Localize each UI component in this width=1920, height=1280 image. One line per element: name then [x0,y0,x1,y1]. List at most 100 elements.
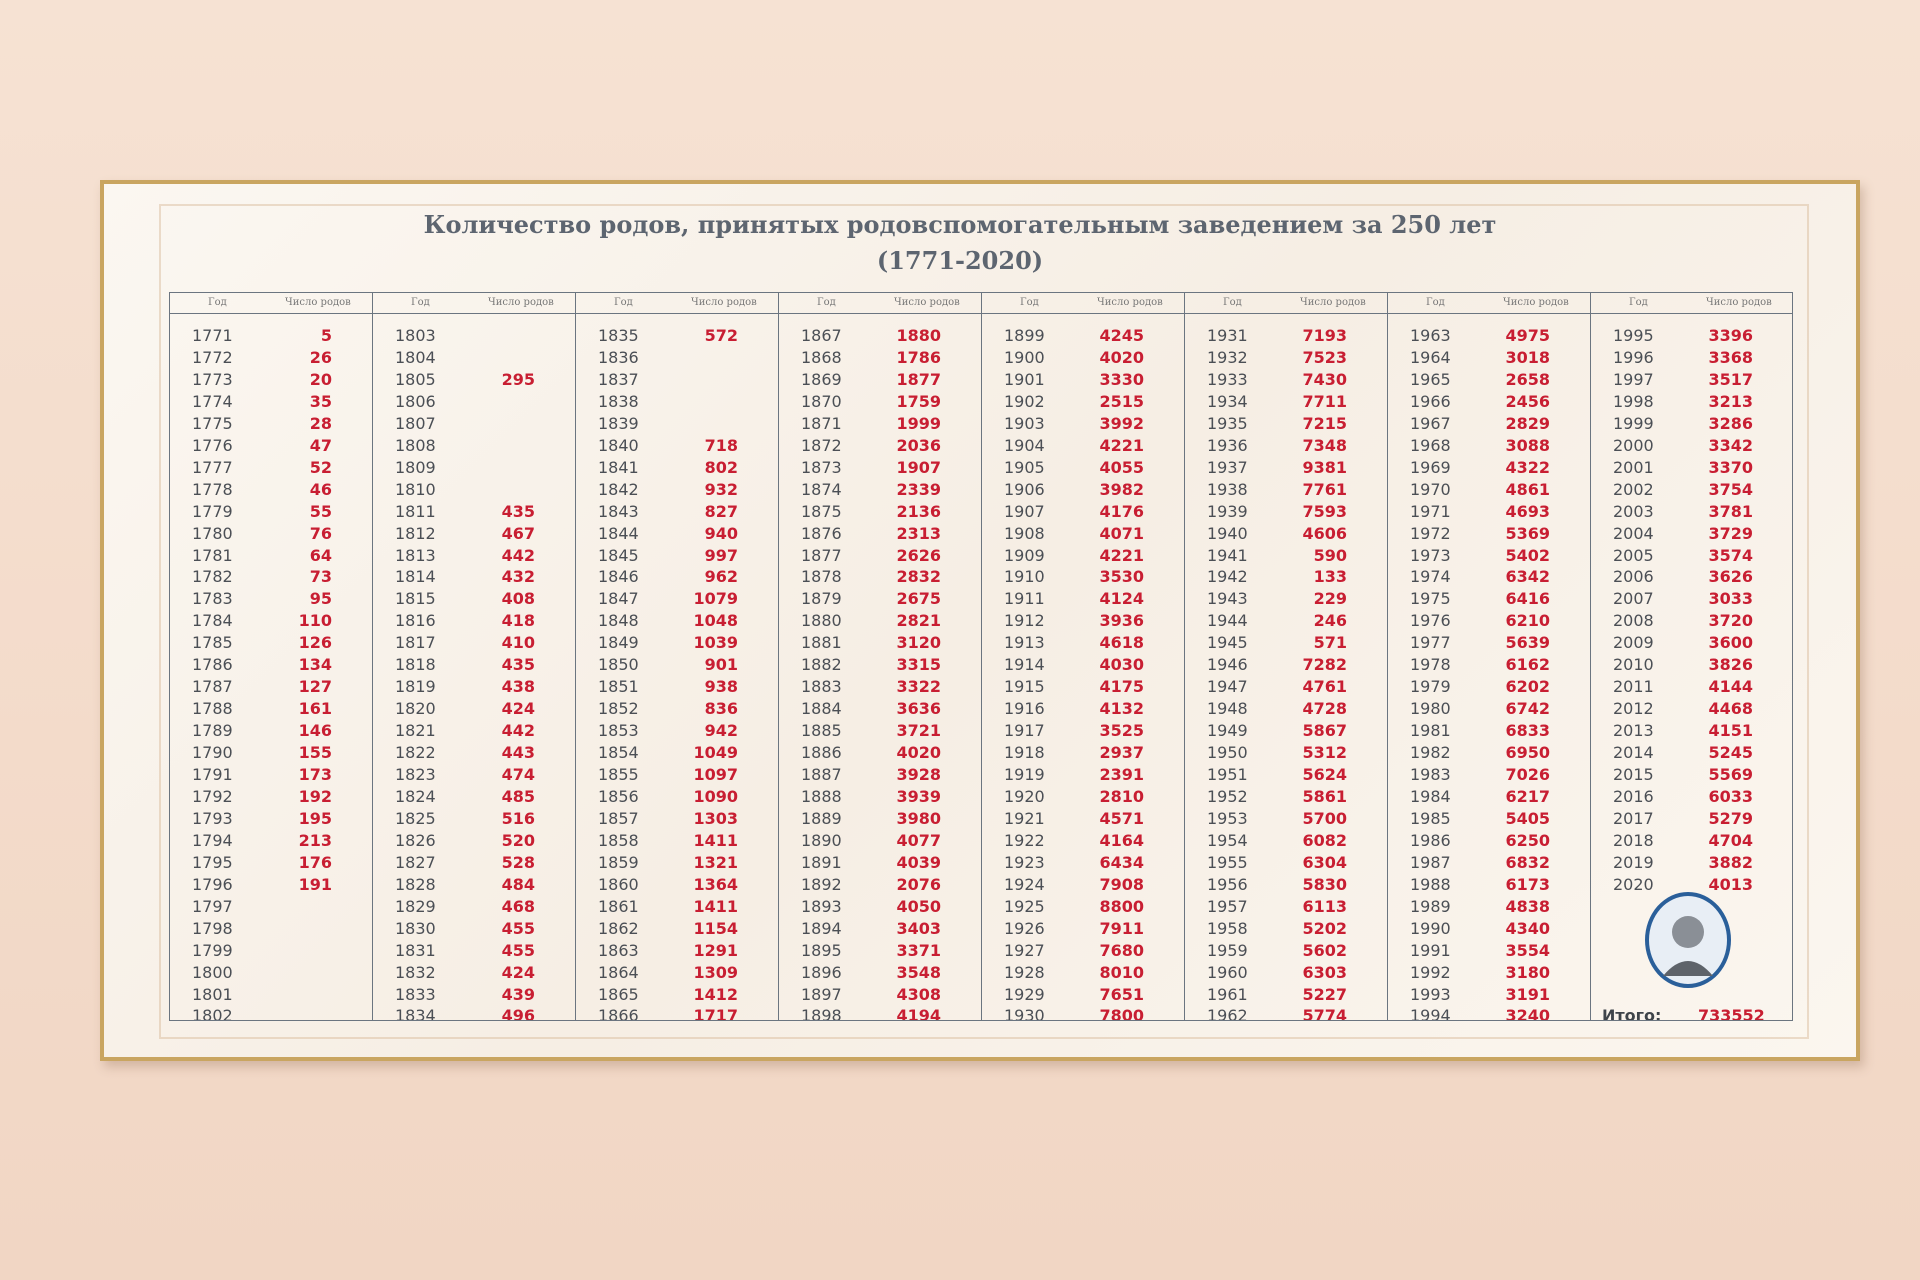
year: 1777 [192,457,233,477]
year: 1993 [1410,984,1451,1004]
year: 1964 [1410,347,1451,367]
births: 127 [298,677,332,697]
year: 1907 [1004,501,1045,521]
year: 1860 [598,874,639,894]
births: 246 [1313,611,1347,631]
births: 4175 [1099,677,1144,697]
year: 2005 [1613,545,1654,565]
births: 1303 [693,808,738,828]
births: 1039 [693,633,738,653]
births: 1877 [896,369,941,389]
year: 1858 [598,830,639,850]
year: 1959 [1207,940,1248,960]
births: 496 [501,1006,535,1026]
year: 1879 [801,589,842,609]
births: 1097 [693,765,738,784]
year: 1854 [598,743,639,763]
births: 3554 [1505,940,1550,960]
year: 1981 [1410,721,1451,741]
births: 46 [309,479,332,499]
year: 1945 [1207,633,1248,653]
year: 1875 [801,501,842,521]
year: 1962 [1207,1006,1248,1026]
year: 1929 [1004,984,1045,1004]
births: 213 [298,830,332,850]
births: 173 [298,765,332,784]
year: 1963 [1410,326,1451,345]
year: 1794 [192,830,233,850]
year: 1918 [1004,743,1045,763]
year: 1908 [1004,523,1045,543]
year: 1844 [598,523,639,543]
year: 2004 [1613,523,1654,543]
births: 134 [298,655,332,675]
births: 2036 [896,435,941,455]
year: 1888 [801,786,842,806]
births: 7348 [1302,435,1347,455]
births: 5402 [1505,545,1550,565]
header-row: Год Число родов [779,292,981,314]
births: 3729 [1708,523,1753,543]
births: 3330 [1099,369,1144,389]
header-row: Год Число родов [1185,292,1387,314]
births: 4151 [1708,721,1753,741]
subtitle: (1771-2020) [876,246,1044,275]
births: 5774 [1302,1006,1347,1026]
year: 1775 [192,413,233,433]
births: 4077 [896,830,941,850]
year: 1969 [1410,457,1451,477]
births: 2313 [896,523,941,543]
year: 1897 [801,984,842,1004]
year: 1873 [801,457,842,477]
births: 2515 [1099,391,1144,411]
births: 4132 [1099,699,1144,719]
births: 424 [501,962,535,982]
births: 1090 [693,786,738,806]
births: 3992 [1099,413,1144,433]
year: 1774 [192,391,233,411]
year: 2020 [1613,874,1654,894]
births: 4704 [1708,830,1753,850]
year: 2011 [1613,677,1654,697]
year: 1851 [598,677,639,697]
births: 5602 [1302,940,1347,960]
births: 3088 [1505,435,1550,455]
births: 2339 [896,479,941,499]
year: 1912 [1004,611,1045,631]
births: 572 [704,326,738,345]
year: 1880 [801,611,842,631]
year: 1847 [598,589,639,609]
logo-portrait [1663,916,1713,976]
births: 28 [309,413,332,433]
year: 1835 [598,326,639,345]
year: 1829 [395,896,436,916]
total-row: Итого: 733552 [1590,1006,1793,1026]
births: 3826 [1708,655,1753,675]
year: 1979 [1410,677,1451,697]
births: 4308 [896,984,941,1004]
year: 1914 [1004,655,1045,675]
year: 1943 [1207,589,1248,609]
births: 1364 [693,874,738,894]
table-column: Год Число родов 1803 1804 1805 295 1806 1807 180… [372,292,575,1025]
year: 1949 [1207,721,1248,741]
year: 1809 [395,457,436,477]
header-row: Год Число родов [576,292,778,314]
year: 1840 [598,435,639,455]
year: 1984 [1410,786,1451,806]
year: 1913 [1004,633,1045,653]
year: 1781 [192,545,233,565]
births: 1880 [896,326,941,345]
title: Количество родов, принятых родовспомогат… [423,210,1497,239]
year: 1813 [395,545,436,565]
births: 4013 [1708,874,1753,894]
births: 718 [704,435,738,455]
births: 901 [704,655,738,675]
year: 1810 [395,479,436,499]
year: 1773 [192,369,233,389]
births: 7193 [1302,326,1347,345]
year: 1788 [192,699,233,719]
year: 1917 [1004,721,1045,741]
births: 2675 [896,589,941,609]
year: 1842 [598,479,639,499]
